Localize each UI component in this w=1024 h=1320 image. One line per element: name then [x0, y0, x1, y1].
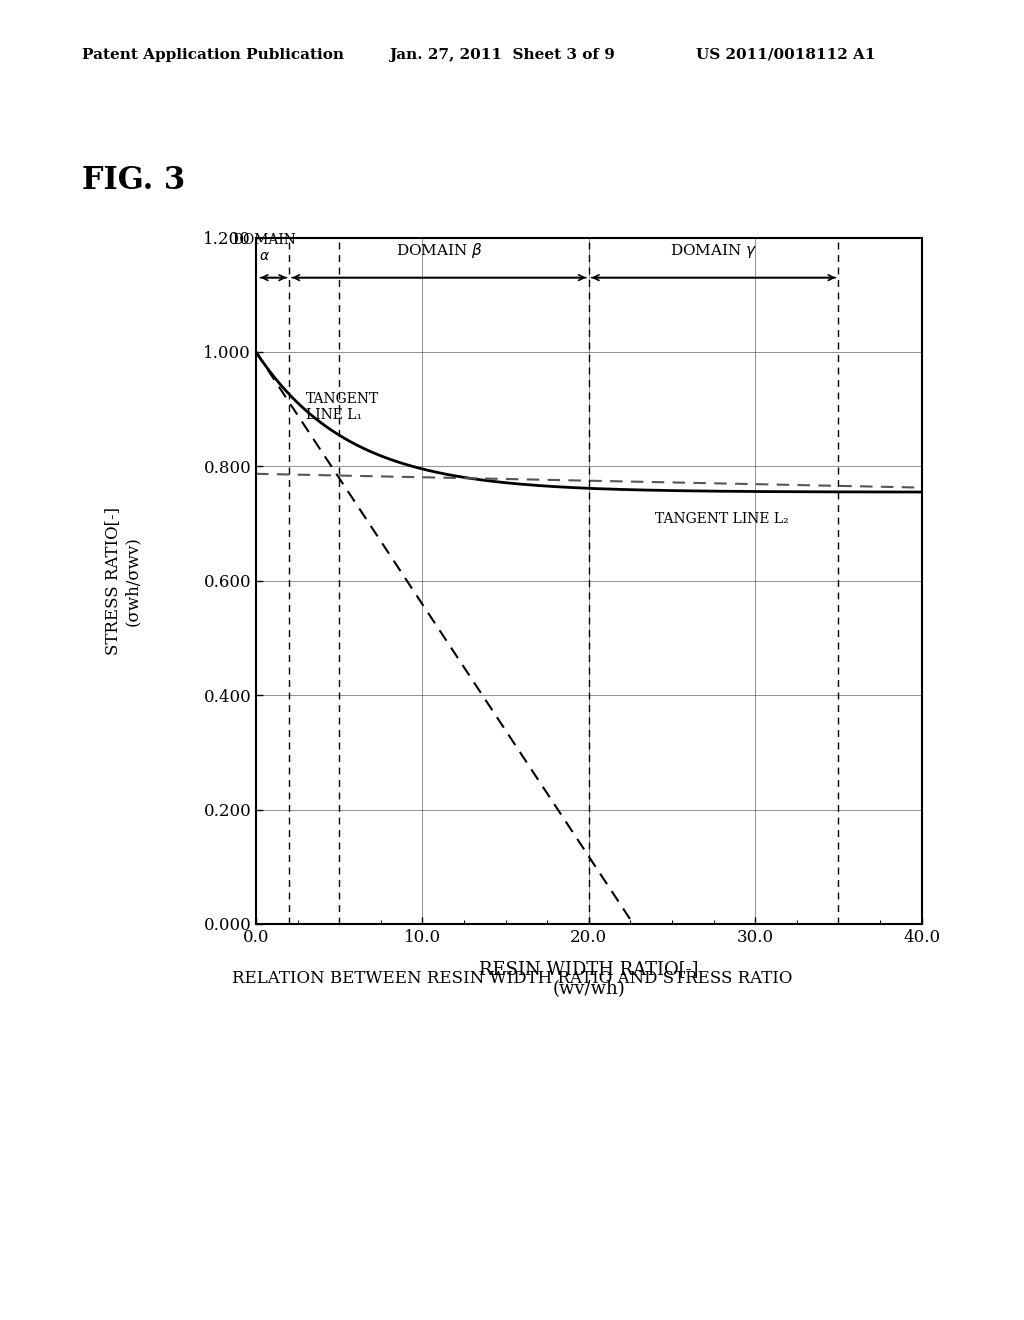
Text: TANGENT
LINE L₁: TANGENT LINE L₁: [306, 392, 379, 422]
Text: DOMAIN $\gamma$: DOMAIN $\gamma$: [670, 243, 757, 260]
Y-axis label: STRESS RATIO[-]
(σwh/σwv): STRESS RATIO[-] (σwh/σwv): [104, 507, 141, 655]
Text: DOMAIN
$\alpha$: DOMAIN $\alpha$: [232, 234, 296, 263]
Text: RELATION BETWEEN RESIN WIDTH RATIO AND STRESS RATIO: RELATION BETWEEN RESIN WIDTH RATIO AND S…: [231, 970, 793, 987]
Text: DOMAIN $\beta$: DOMAIN $\beta$: [395, 242, 482, 260]
Text: TANGENT LINE L₂: TANGENT LINE L₂: [655, 512, 790, 527]
X-axis label: RESIN WIDTH RATIO[-]
(wv/wh): RESIN WIDTH RATIO[-] (wv/wh): [479, 960, 698, 998]
Text: US 2011/0018112 A1: US 2011/0018112 A1: [696, 48, 876, 62]
Text: Jan. 27, 2011  Sheet 3 of 9: Jan. 27, 2011 Sheet 3 of 9: [389, 48, 615, 62]
Text: FIG. 3: FIG. 3: [82, 165, 185, 195]
Text: Patent Application Publication: Patent Application Publication: [82, 48, 344, 62]
